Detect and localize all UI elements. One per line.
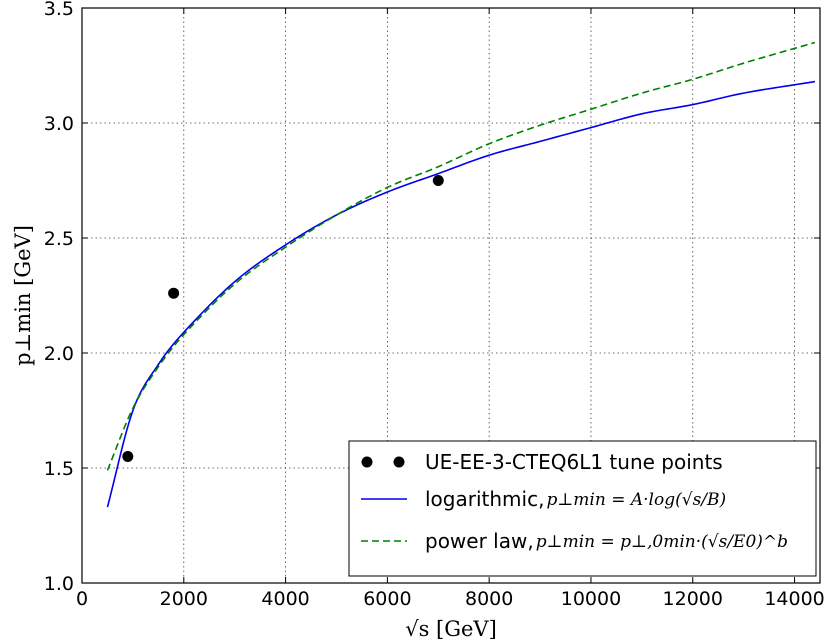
legend: UE-EE-3-CTEQ6L1 tune pointslogarithmic, … [348,440,817,577]
x-axis-label: √s [GeV] [405,617,497,641]
x-tick-label: 4000 [261,588,309,610]
y-tick-label: 3.0 [44,113,74,135]
legend-label: UE-EE-3-CTEQ6L1 tune points [425,450,723,474]
legend-label: power law, [425,529,534,553]
data-point [168,287,180,299]
y-tick-label: 1.5 [44,458,74,480]
y-tick-label: 2.0 [44,343,74,365]
legend-box [348,440,817,577]
x-tick-label: 14000 [764,588,824,610]
plot-frame [81,7,821,584]
y-tick-label: 1.0 [44,573,74,595]
x-tick-label: 0 [76,588,88,610]
x-tick-label: 2000 [160,588,208,610]
y-tick-label: 3.5 [44,0,74,20]
legend-formula: p⊥min = p⊥,0min·(√s/E0)^b [536,532,788,552]
legend-formula: p⊥min = A·log(√s/B) [546,490,726,510]
legend-label: logarithmic, [425,487,544,511]
x-tick-label: 8000 [465,588,513,610]
x-tick-label: 10000 [561,588,621,610]
series-layer [106,41,816,508]
data-point [122,451,134,462]
legend-marker-dot [393,456,405,468]
y-axis-label: p⊥min [GeV] [11,225,35,366]
y-tick-label: 2.5 [44,228,74,250]
data-point [432,175,444,186]
series-line-1 [106,80,816,508]
legend-marker-dot [361,456,373,468]
x-tick-label: 12000 [663,588,723,610]
x-tick-label: 6000 [363,588,411,610]
tick-layer: 0 2000 4000 6000 8000 10000 12000 14000 1.0 1.5 2.… [44,0,825,610]
series-line-2 [106,41,816,471]
legend-items: UE-EE-3-CTEQ6L1 tune pointslogarithmic, … [361,450,788,553]
